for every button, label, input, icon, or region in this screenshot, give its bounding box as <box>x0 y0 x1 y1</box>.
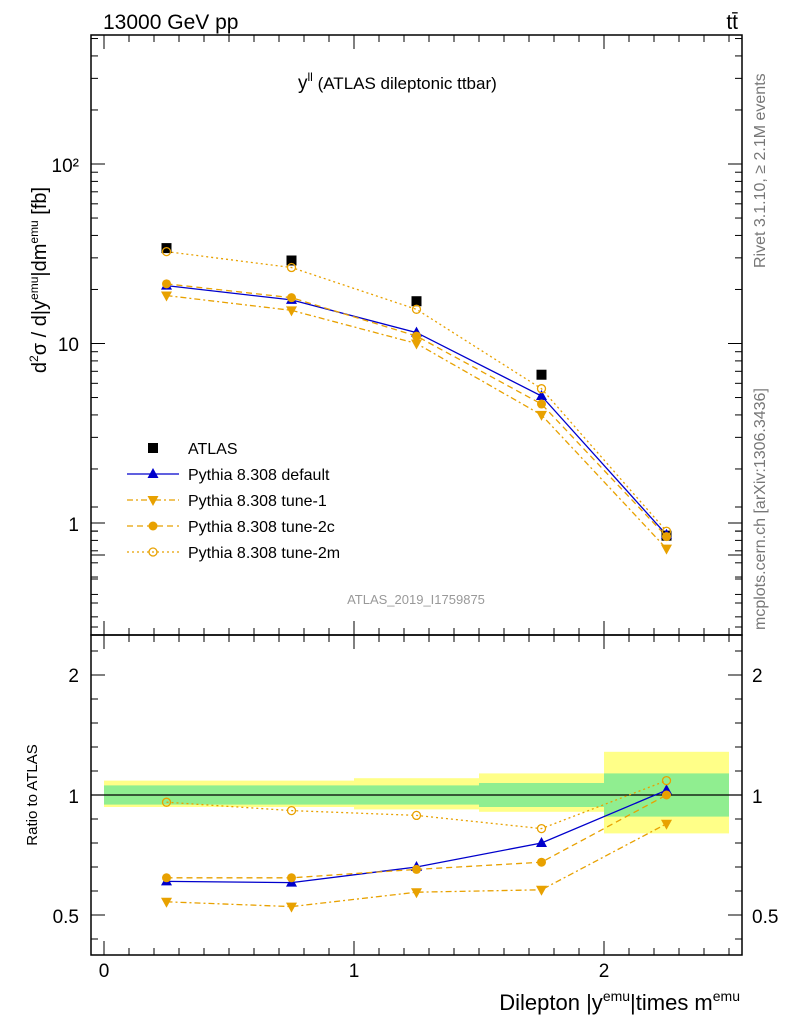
ratio-data-point <box>661 775 672 786</box>
legend-label: ATLAS <box>188 441 238 458</box>
main-data-point <box>537 399 546 409</box>
series-markers <box>161 243 672 913</box>
ratio-data-point <box>537 857 546 867</box>
main-data-point <box>161 291 172 302</box>
main-y-tick-label-10: 10 <box>58 335 79 356</box>
ratio-data-point <box>286 902 297 913</box>
ratio-data-point <box>412 864 421 874</box>
ratio-data-point <box>536 837 547 847</box>
main-y-tick-label-100: 10² <box>52 156 79 177</box>
legend-label: Pythia 8.308 tune-1 <box>188 493 327 510</box>
plot-title: yll (ATLAS dileptonic ttbar) <box>298 70 497 94</box>
ratio-data-point <box>286 805 297 816</box>
ratio-data-point <box>536 885 547 896</box>
ratio-data-point <box>411 888 422 899</box>
main-data-point <box>287 293 296 303</box>
main-data-point <box>661 544 672 555</box>
x-tick-label-0: 0 <box>99 961 110 982</box>
legend-label: Pythia 8.308 tune-2c <box>188 519 335 536</box>
main-data-point <box>411 296 422 307</box>
ratio-data-point <box>162 873 171 883</box>
main-data-point <box>536 384 547 394</box>
ratio-y-tick-label-1: 1 <box>68 787 79 808</box>
ratio-y-tick-label-right-1: 1 <box>752 787 763 808</box>
ratio-series-line <box>166 823 667 908</box>
legend-marker <box>148 547 158 557</box>
legend-label: Pythia 8.308 default <box>188 467 330 484</box>
ratio-y-tick-label-right-2: 2 <box>752 666 763 687</box>
main-data-point <box>161 246 172 257</box>
main-data-point <box>412 331 421 341</box>
main-y-axis-label: d2σ / d|yemu|dmemu [fb] <box>27 187 51 373</box>
rivet-note: Rivet 3.1.10, ≥ 2.1M events <box>752 73 769 268</box>
main-data-point <box>536 389 547 400</box>
ratio-y-tick-label-2: 2 <box>68 666 79 687</box>
ratio-y-tick-label-0.5: 0.5 <box>53 907 79 928</box>
main-data-point <box>411 304 422 314</box>
x-axis-label: Dilepton |yemu|times memu <box>499 988 740 1015</box>
axis-ticks <box>91 35 742 955</box>
ratio-data-point <box>536 823 547 834</box>
energy-label: 13000 GeV pp <box>103 11 238 34</box>
main-y-tick-label-1: 1 <box>68 515 79 536</box>
ratio-y-tick-label-right-0.5: 0.5 <box>752 907 778 928</box>
ratio-uncertainty-bands <box>91 751 742 834</box>
ratio-series-line <box>166 779 667 830</box>
mcplots-note: mcplots.cern.ch [arXiv:1306.3436] <box>752 388 769 630</box>
main-data-point <box>286 255 297 266</box>
ratio-data-point <box>662 790 671 800</box>
main-data-point <box>286 306 297 317</box>
legend-marker <box>147 468 159 478</box>
ratio-data-point <box>161 897 172 908</box>
ratio-y-axis-label: Ratio to ATLAS <box>24 744 41 845</box>
main-data-point <box>661 526 672 536</box>
main-data-point <box>536 369 547 380</box>
legend: ATLAS Pythia 8.308 default Pythia 8.308 tu… <box>127 441 340 562</box>
x-tick-label-1: 1 <box>349 961 360 982</box>
ratio-data-point <box>287 873 296 883</box>
ratio-data-point <box>161 797 172 807</box>
main-data-point <box>162 279 171 289</box>
ratio-data-point <box>661 819 672 830</box>
legend-marker <box>147 496 159 506</box>
main-data-point <box>536 410 547 421</box>
x-tick-label-2: 2 <box>599 961 610 982</box>
process-label: tt̄ <box>726 11 738 34</box>
main-data-point <box>411 339 422 350</box>
analysis-id: ATLAS_2019_I1759875 <box>347 592 485 607</box>
main-data-point <box>286 262 297 273</box>
main-series-line <box>166 283 667 538</box>
legend-label: Pythia 8.308 tune-2m <box>188 545 340 562</box>
ratio-data-point <box>411 810 422 821</box>
legend-marker <box>148 521 158 531</box>
legend-marker <box>148 443 158 453</box>
